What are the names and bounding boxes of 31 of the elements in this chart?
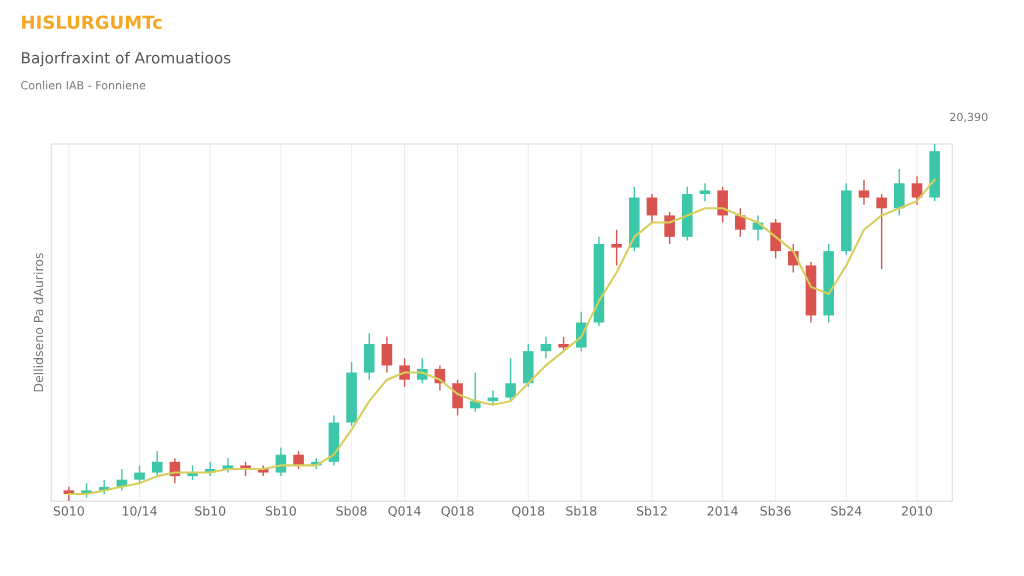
text: 20,390 [950, 112, 988, 123]
x-tick-label: Q018 [512, 506, 545, 518]
candlestick [664, 211, 675, 245]
y-axis-title: Dellidseno Pa dAuriros [33, 253, 44, 392]
x-tick-label: Sb18 [566, 505, 597, 516]
x-tick-label: Q014 [388, 506, 421, 518]
text: Conlien IAB - Fonniene [21, 80, 146, 90]
x-tick-label: Sb10 [195, 505, 226, 516]
candlestick [505, 357, 516, 402]
chart-subtitle: Bajorfraxint of Aromuatioos [21, 51, 231, 67]
x-tick-label: Sb36 [760, 505, 791, 516]
candlestick [646, 193, 658, 224]
x-tick-label: 10/14 [122, 506, 157, 517]
candlestick [611, 229, 622, 267]
x-tick-label: Sb10 [265, 505, 296, 516]
candlestick [734, 207, 746, 238]
candlestick [381, 336, 393, 374]
x-tick-label: 2010 [901, 506, 933, 516]
candlestick [540, 336, 552, 359]
candlestick [699, 182, 711, 202]
x-tick-label: Sb24 [831, 505, 862, 516]
x-tick-label: S010 [53, 506, 84, 516]
candlestick [911, 175, 923, 206]
chart-title: HISLURGUMTc [22, 15, 162, 30]
candlestick [858, 179, 870, 206]
x-tick-label: Sb08 [336, 505, 367, 516]
x-tick-label: 2014 [707, 506, 738, 516]
candlestick [151, 450, 163, 477]
candlestick [876, 193, 887, 270]
x-tick-label: Q018 [441, 506, 474, 518]
x-tick-label: Sb12 [636, 505, 667, 516]
